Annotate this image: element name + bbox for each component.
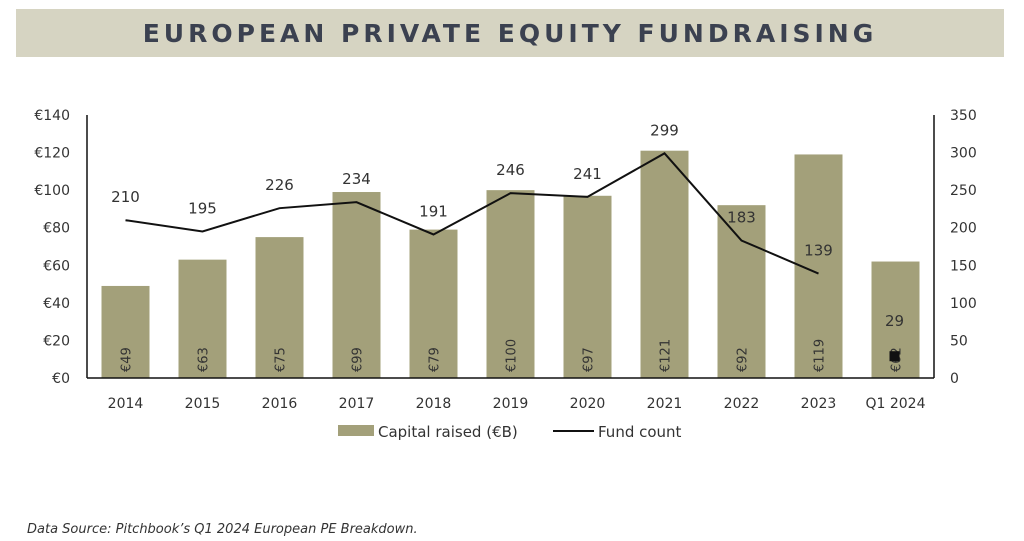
fund-count-label: 226 <box>265 176 294 194</box>
legend-label-fund-count: Fund count <box>598 423 682 441</box>
fund-count-label: 241 <box>573 165 602 183</box>
bar-value-label: €49 <box>120 347 135 372</box>
right-tick-label: 100 <box>950 296 977 312</box>
bar-value-label: €100 <box>505 339 520 372</box>
data-source-note: Data Source: Pitchbook’s Q1 2024 Europea… <box>27 522 418 537</box>
bar-value-label: €75 <box>274 347 289 372</box>
left-tick-label: €60 <box>43 258 70 274</box>
right-tick-label: 150 <box>950 258 977 274</box>
right-tick-label: 350 <box>950 108 977 124</box>
bar-value-label: €121 <box>659 339 674 372</box>
chart-title: EUROPEAN PRIVATE EQUITY FUNDRAISING <box>142 18 878 48</box>
left-tick-label: €140 <box>34 108 70 124</box>
fund-count-label: 234 <box>342 170 371 188</box>
x-tick-label: 2014 <box>108 396 144 412</box>
left-tick-label: €80 <box>43 221 70 237</box>
bar-2014 <box>101 285 150 378</box>
fund-count-label: 299 <box>650 121 679 139</box>
fund-count-label: 183 <box>727 208 756 226</box>
x-tick-label: 2015 <box>185 396 221 412</box>
right-tick-label: 0 <box>950 371 959 387</box>
bar-2018 <box>409 229 458 378</box>
right-tick-label: 50 <box>950 333 968 349</box>
bar-value-label: €97 <box>582 347 597 372</box>
fund-count-marker-q1-2024 <box>889 351 900 362</box>
left-tick-label: €40 <box>43 296 70 312</box>
fund-count-label: 191 <box>419 202 448 220</box>
fund-count-label: 29 <box>885 312 904 330</box>
x-tick-label: 2017 <box>339 396 375 412</box>
x-tick-label: 2020 <box>570 396 606 412</box>
x-tick-label: 2022 <box>724 396 760 412</box>
right-tick-label: 200 <box>950 221 977 237</box>
x-tick-label: 2023 <box>801 396 837 412</box>
x-tick-label: 2019 <box>493 396 529 412</box>
bar-2016 <box>255 237 304 378</box>
fund-count-line <box>125 152 819 275</box>
bar-value-label: €79 <box>428 347 443 372</box>
fund-count-label: 195 <box>188 199 217 217</box>
bar-2021 <box>640 150 689 378</box>
bar-value-label: €119 <box>813 339 828 372</box>
fund-count-label: 246 <box>496 161 525 179</box>
x-tick-label: 2021 <box>647 396 683 412</box>
legend-label-capital: Capital raised (€B) <box>378 423 518 441</box>
bar-value-label: €92 <box>736 347 751 372</box>
bar-value-label: €63 <box>197 347 212 372</box>
left-tick-label: €0 <box>52 371 70 387</box>
bar-2015 <box>178 259 227 378</box>
right-tick-label: 250 <box>950 183 977 199</box>
x-tick-label: 2018 <box>416 396 452 412</box>
bar-2022 <box>717 205 766 378</box>
left-tick-label: €100 <box>34 183 70 199</box>
left-tick-label: €20 <box>43 333 70 349</box>
bar-2019 <box>486 190 535 378</box>
right-tick-label: 300 <box>950 146 977 162</box>
x-tick-label: 2016 <box>262 396 298 412</box>
title-banner: EUROPEAN PRIVATE EQUITY FUNDRAISING <box>16 9 1004 57</box>
bar-2020 <box>563 195 612 378</box>
bar-value-label: €99 <box>351 347 366 372</box>
fund-count-label: 210 <box>111 188 140 206</box>
x-tick-label: Q1 2024 <box>865 396 925 412</box>
fund-count-label: 139 <box>804 242 833 260</box>
legend-swatch-capital <box>338 425 374 436</box>
bar-2017 <box>332 192 381 378</box>
left-tick-label: €120 <box>34 146 70 162</box>
